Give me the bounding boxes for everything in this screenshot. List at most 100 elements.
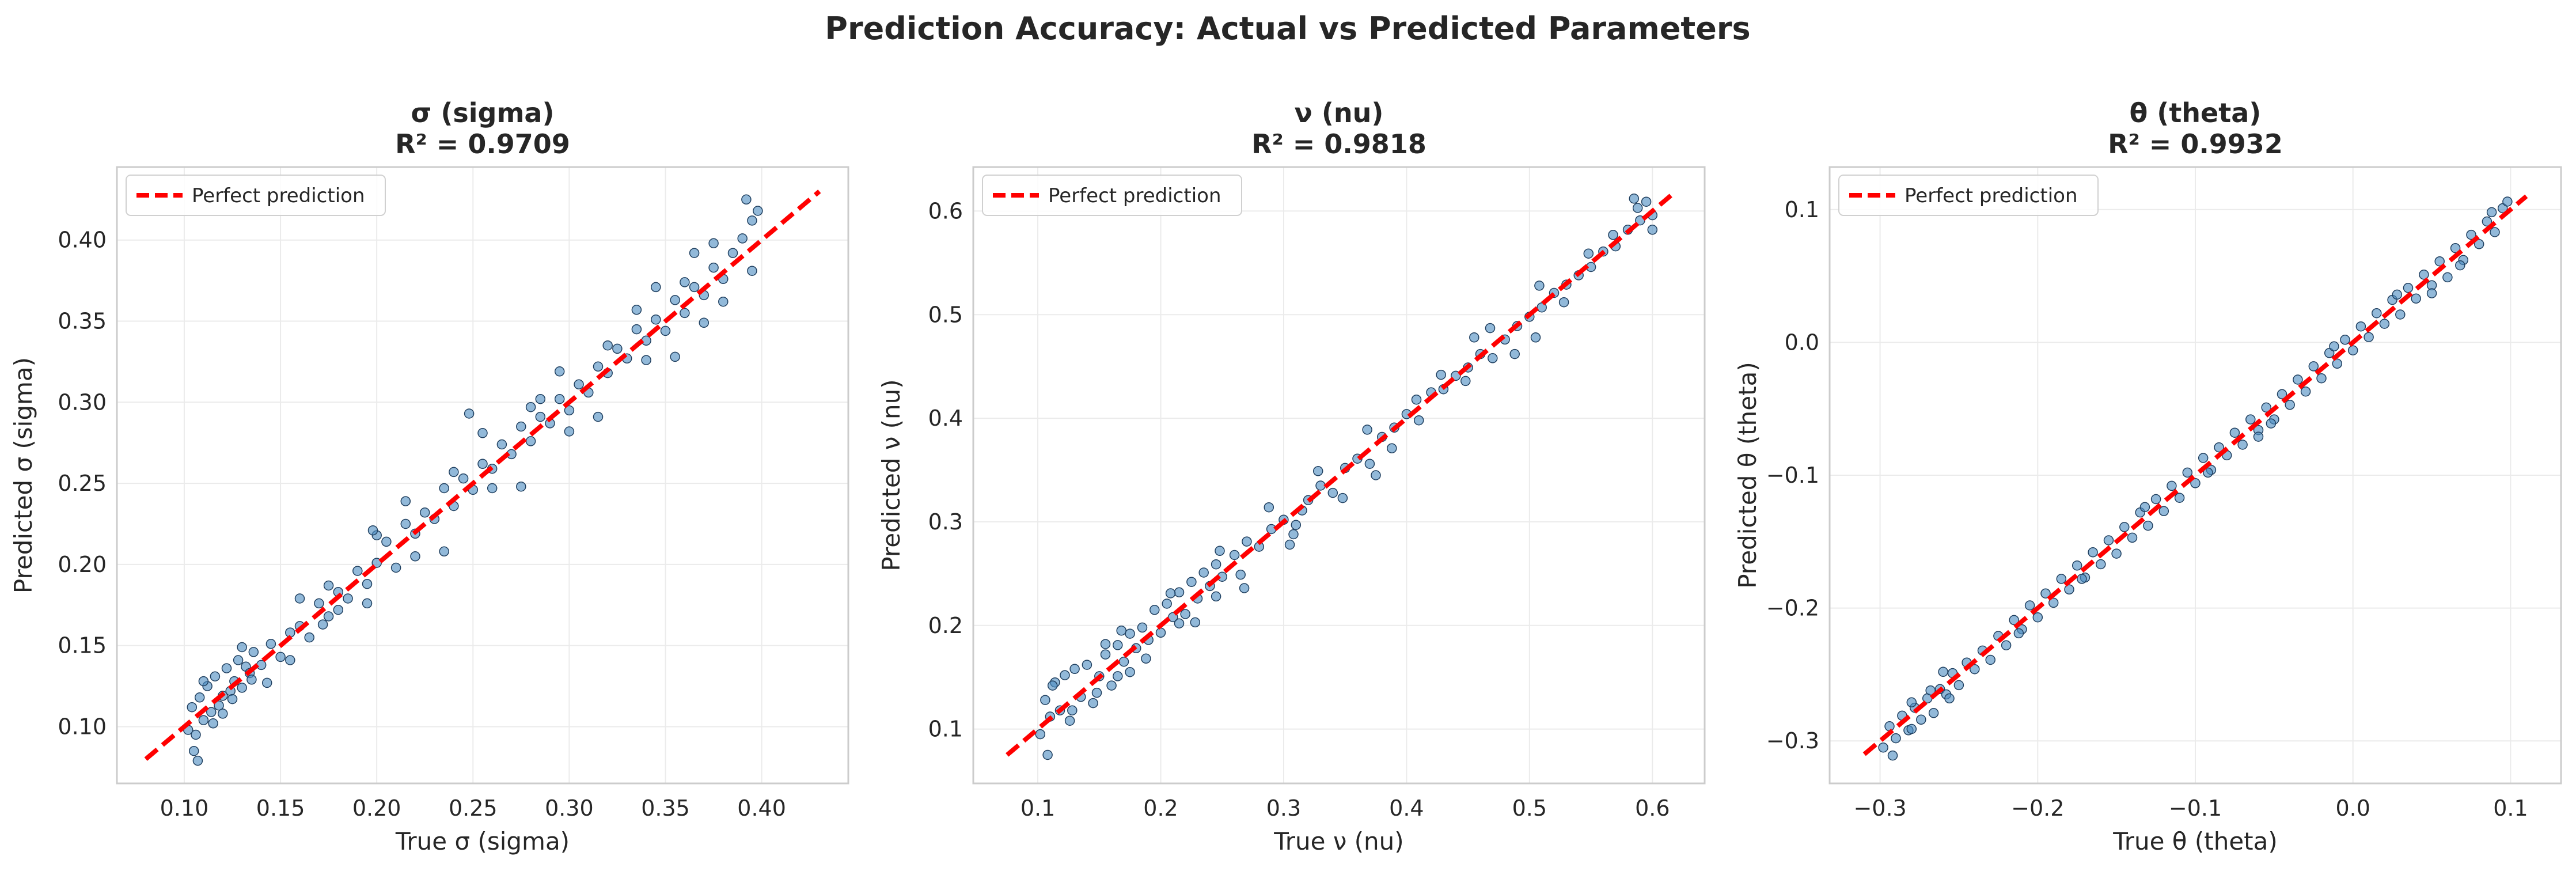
data-point [1239,583,1250,593]
data-point [1229,550,1240,560]
data-point [2502,196,2513,207]
data-point [1884,721,1895,732]
subplot-r2: R² = 0.9709 [395,128,570,160]
y-tick-label: 0.0 [1785,329,1819,355]
legend-box [1838,175,2099,216]
data-point [390,562,401,573]
data-point [525,436,536,446]
data-point [2395,309,2406,320]
data-point [227,694,238,704]
data-point [1106,680,1117,691]
data-point [525,401,536,412]
x-tick-label: 0.30 [545,796,594,821]
y-tick-label: −0.2 [1766,596,1819,621]
data-point [1925,685,1936,696]
data-point [1162,599,1172,609]
data-point [680,277,690,287]
data-point [487,483,498,494]
data-point [210,671,221,681]
data-point [400,518,411,529]
data-point [554,393,565,404]
data-point [516,481,526,492]
data-point [2119,522,2130,532]
data-point [221,663,232,673]
data-point [1632,203,1643,213]
data-point [2245,414,2256,425]
data-point [1953,680,1964,691]
data-point [516,421,526,432]
data-point [2064,584,2074,595]
data-point [708,238,719,249]
data-point [2419,270,2429,280]
data-point [2442,272,2453,283]
x-axis-label: True ν (nu) [1273,827,1403,855]
data-point [1985,654,1995,665]
data-point [2293,374,2303,385]
data-point [631,305,642,315]
data-point [1198,567,1209,578]
legend-box [982,175,1242,216]
data-point [2229,427,2240,438]
data-point [689,248,700,258]
data-point [2466,229,2476,240]
subplot-theta: −0.3 −0.2 −0.1 0.0 0.1 −0.3 −0.2 −0.1 0.0 0.1 θ (t… [1733,97,2562,855]
data-point [2355,321,2366,332]
x-tick-label: −0.2 [2011,796,2064,821]
data-point [2392,289,2403,300]
data-point [2285,400,2295,410]
y-axis-label: Predicted θ (theta) [1733,362,1762,588]
data-point [2363,332,2374,342]
data-point [1174,618,1185,628]
data-point [449,467,459,478]
data-point [747,266,757,276]
data-point [2009,615,2019,626]
y-axis-label: Predicted σ (sigma) [9,357,37,593]
legend-label: Perfect prediction [192,184,365,207]
data-point [564,426,575,437]
data-point [1113,671,1123,681]
data-point [323,580,334,591]
data-point [1364,459,1375,469]
data-point [1629,194,1640,204]
data-point [1530,332,1541,343]
data-point [1190,617,1201,628]
data-point [265,639,276,649]
subplot-nu: 0.1 0.2 0.3 0.4 0.5 0.6 0.1 0.2 0.3 0.4 0.5 0.6 ν (n… [877,97,1706,855]
data-point [1088,698,1098,709]
subplot-title: θ (theta) [2130,97,2262,128]
data-point [191,729,201,740]
data-point [1362,425,1372,435]
data-point [1035,729,1046,740]
data-point [333,604,344,615]
data-point [2486,207,2497,218]
data-point [2316,373,2327,384]
figure-title: Prediction Accuracy: Actual vs Predicted… [825,10,1750,47]
data-point [233,655,244,665]
data-point [2253,431,2264,442]
data-point [1047,680,1058,691]
data-point [1215,546,1225,556]
data-point [593,361,604,372]
data-point [574,379,584,390]
data-point [218,709,228,719]
data-point [631,324,642,335]
data-point [2482,216,2492,227]
legend: Perfect prediction [1838,175,2099,216]
data-point [554,366,565,377]
data-point [2040,588,2051,599]
data-point [1242,536,1252,547]
data-point [651,314,661,325]
data-point [1141,653,1151,664]
data-point [314,598,324,609]
legend: Perfect prediction [126,175,386,216]
x-tick-label: 0.4 [1389,796,1424,821]
data-point [2277,389,2287,400]
data-point [753,206,763,216]
data-point [660,325,671,336]
data-point [2450,243,2461,253]
data-point [1970,664,1980,675]
data-point [1327,487,1338,498]
data-point [2127,532,2138,543]
data-point [1488,353,1498,363]
